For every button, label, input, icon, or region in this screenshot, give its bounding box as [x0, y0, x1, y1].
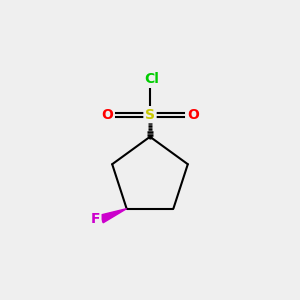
Text: S: S: [145, 108, 155, 122]
Text: F: F: [90, 212, 100, 226]
Text: O: O: [187, 108, 199, 122]
Text: Cl: Cl: [144, 72, 159, 86]
Polygon shape: [100, 209, 127, 223]
Text: O: O: [101, 108, 113, 122]
